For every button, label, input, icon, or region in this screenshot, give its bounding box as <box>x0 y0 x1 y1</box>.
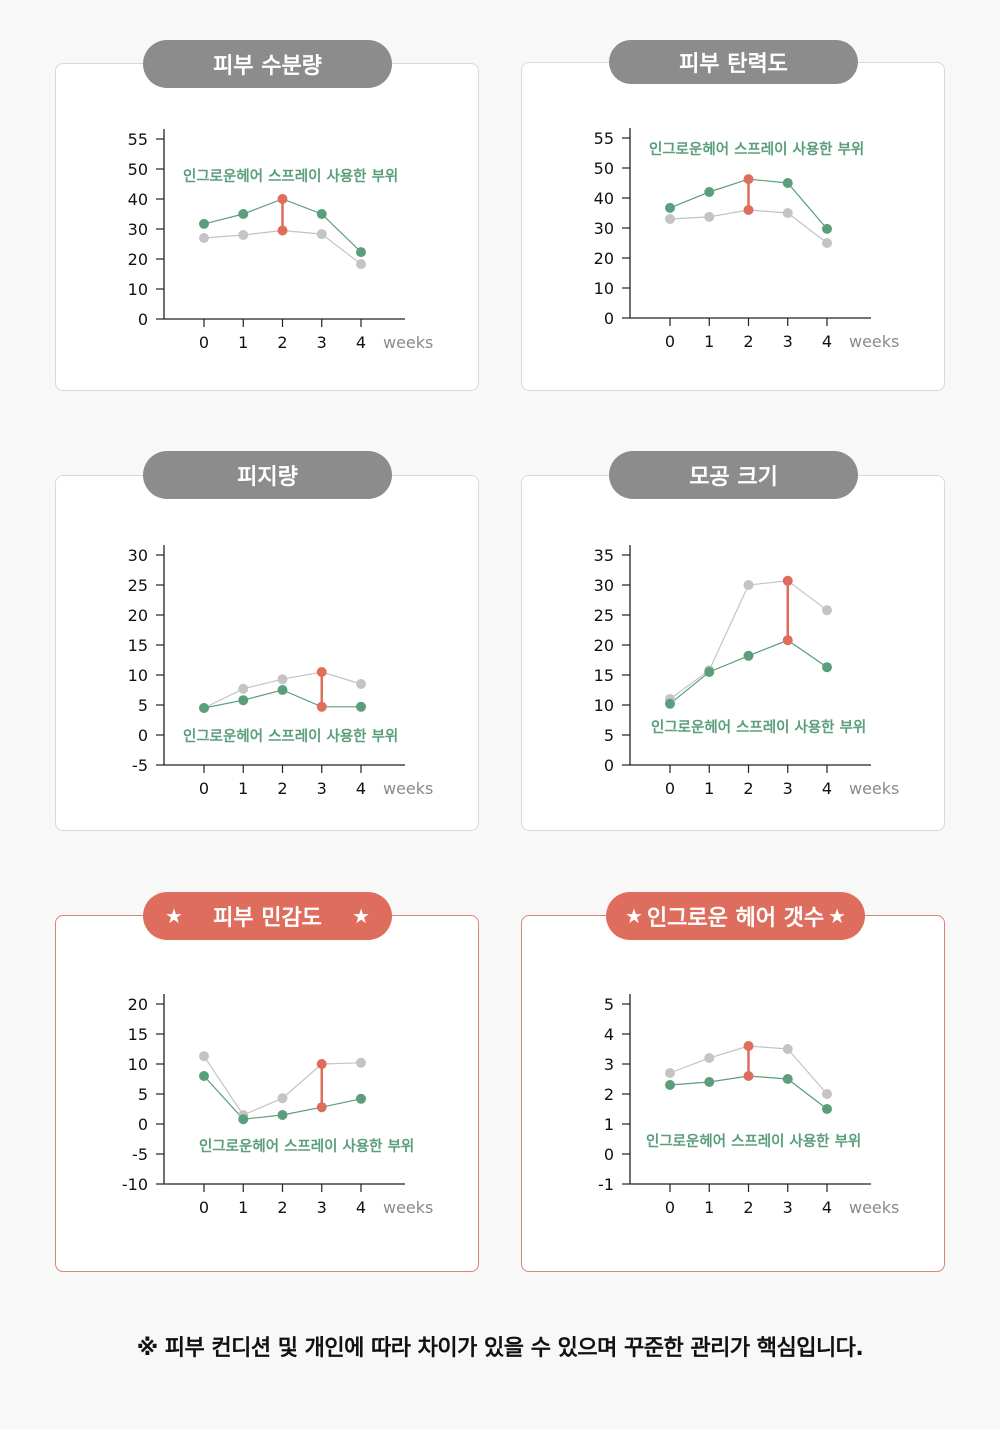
chart-title: 피부 민감도 <box>213 906 322 931</box>
chart-title: 피지량 <box>237 465 298 490</box>
chart-title-pill: 피부 수분량 <box>143 40 392 88</box>
star-icon: ★ <box>624 904 643 928</box>
chart-card <box>521 475 945 831</box>
chart-title: 모공 크기 <box>689 465 778 490</box>
chart-title: 피부 탄력도 <box>679 52 788 77</box>
star-icon: ★ <box>165 904 183 928</box>
chart-title-pill: 모공 크기 <box>609 451 858 499</box>
chart-title-pill: 피부 탄력도 <box>609 40 858 84</box>
chart-card <box>55 63 479 391</box>
chart-card <box>521 915 945 1272</box>
footer-note: ※ 피부 컨디션 및 개인에 따라 차이가 있을 수 있으며 꾸준한 관리가 핵… <box>136 1336 864 1361</box>
chart-title-pill: 피지량 <box>143 451 392 499</box>
chart-card <box>55 475 479 831</box>
star-icon: ★ <box>352 904 370 928</box>
star-icon: ★ <box>828 904 847 928</box>
chart-title: 인그로운 헤어 갯수 <box>646 906 825 931</box>
chart-card <box>55 915 479 1272</box>
chart-title: 피부 수분량 <box>213 54 322 79</box>
chart-title-pill: ★ 인그로운 헤어 갯수 ★ <box>606 892 865 940</box>
chart-card <box>521 62 945 391</box>
chart-title-pill: ★ 피부 민감도 ★ <box>143 892 392 940</box>
